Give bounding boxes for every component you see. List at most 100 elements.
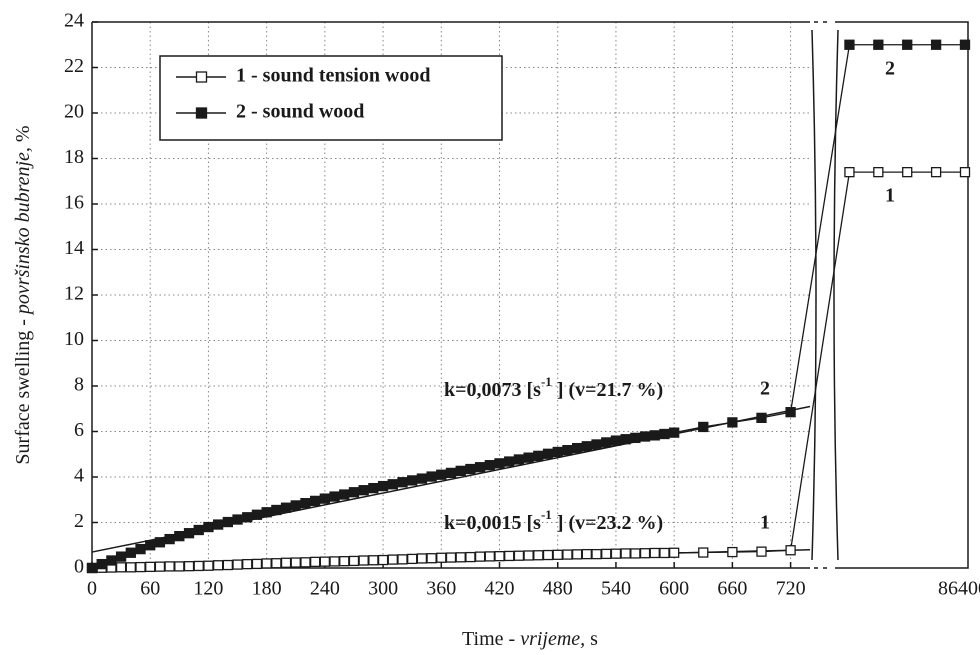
marker [523, 452, 534, 463]
marker [174, 561, 185, 572]
y-axis-label: Surface swelling - površinsko bubrenje, … [12, 125, 34, 464]
label-part: Time - [462, 628, 520, 650]
marker [358, 485, 369, 496]
marker [465, 463, 476, 475]
marker [484, 551, 495, 562]
marker [261, 507, 272, 518]
marker [426, 553, 437, 564]
x-tick-label: 480 [543, 578, 573, 600]
marker [397, 477, 408, 488]
marker [183, 528, 195, 539]
marker [504, 456, 515, 467]
marker [368, 482, 379, 494]
marker [533, 550, 544, 561]
x-tick-label: 240 [310, 578, 340, 600]
y-tick-label: 0 [74, 556, 84, 578]
marker [242, 558, 253, 570]
marker [271, 558, 282, 569]
marker [930, 39, 942, 50]
marker [494, 458, 505, 469]
annotation: 2 [885, 58, 895, 80]
marker [251, 509, 263, 520]
marker [513, 550, 525, 561]
marker [504, 550, 515, 562]
annotation: k=0,0015 [s-1 ] (v=23.2 %) [444, 507, 663, 533]
marker [591, 439, 602, 450]
marker [727, 546, 738, 558]
marker [280, 502, 292, 513]
marker [174, 531, 185, 542]
annotation-part: -1 [541, 374, 552, 389]
marker [300, 498, 311, 509]
marker [844, 39, 855, 50]
marker [581, 441, 592, 452]
marker [319, 556, 331, 567]
marker [513, 454, 525, 465]
x-tick-label: 360 [426, 578, 456, 600]
marker [407, 475, 418, 486]
marker [474, 551, 486, 562]
x-tick-label: 600 [659, 578, 689, 600]
marker [164, 533, 175, 545]
legend-label: 2 - sound wood [236, 101, 364, 123]
label-part: Surface swelling - [12, 314, 34, 465]
marker [135, 543, 146, 555]
legend-label: 1 - sound tension wood [236, 65, 431, 87]
marker [358, 555, 369, 566]
marker [397, 554, 408, 565]
marker [329, 556, 340, 567]
marker [669, 547, 680, 558]
x-tick-label: 540 [601, 578, 631, 600]
marker [465, 551, 476, 563]
x-tick-label: 60 [140, 578, 160, 600]
marker [416, 473, 428, 484]
legend-marker [195, 71, 208, 83]
marker [639, 431, 651, 442]
marker [630, 548, 641, 559]
marker [639, 548, 651, 559]
annotation-part: k=0,0015 [s [444, 512, 541, 534]
marker [222, 559, 233, 571]
y-tick-label: 16 [64, 192, 84, 214]
marker [416, 553, 428, 564]
annotation: 2 [760, 378, 770, 400]
y-tick-label: 6 [74, 419, 84, 441]
marker [271, 504, 282, 516]
marker [96, 558, 107, 570]
marker [659, 428, 670, 440]
marker [193, 524, 204, 536]
marker [339, 556, 350, 567]
marker [329, 491, 340, 502]
y-tick-label: 2 [74, 510, 84, 532]
marker [484, 460, 495, 471]
x-tick-label: 420 [485, 578, 515, 600]
annotation-part: ] (v=21.7 %) [552, 379, 663, 401]
marker [145, 561, 156, 573]
legend-marker [195, 107, 208, 119]
marker [620, 548, 631, 559]
marker [310, 556, 321, 568]
marker [445, 467, 457, 479]
marker [542, 448, 554, 459]
marker [115, 562, 127, 573]
marker [232, 514, 243, 525]
marker [387, 479, 398, 490]
x-tick-label: 0 [87, 578, 97, 600]
marker [106, 555, 117, 566]
marker [145, 540, 156, 551]
marker [542, 549, 554, 561]
y-tick-label: 10 [64, 328, 84, 350]
marker [873, 166, 884, 178]
marker [620, 434, 631, 445]
marker [377, 554, 389, 566]
marker [552, 549, 563, 560]
marker [193, 560, 204, 572]
marker [135, 561, 146, 573]
marker [203, 560, 214, 571]
marker [562, 445, 573, 456]
y-tick-label: 22 [64, 55, 84, 77]
x-tick-label: 720 [776, 578, 806, 600]
marker [785, 407, 796, 418]
marker [203, 521, 214, 533]
marker [785, 545, 796, 556]
